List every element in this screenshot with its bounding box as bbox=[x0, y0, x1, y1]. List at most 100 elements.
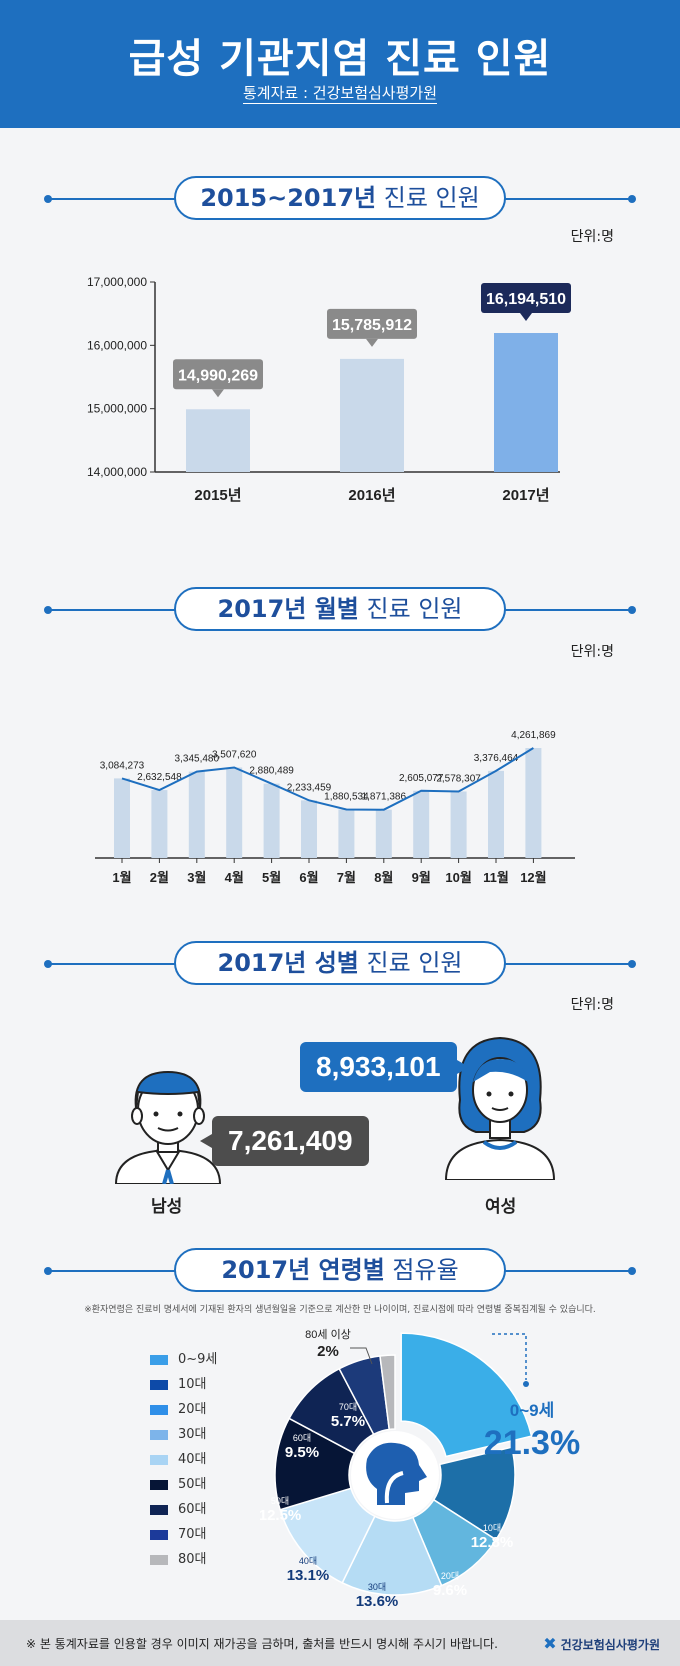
section-title-gender: 2017년 성별 진료 인원 bbox=[174, 941, 506, 985]
slice-value: 12.8% bbox=[471, 1534, 514, 1551]
footer: ※ 본 통계자료를 인용할 경우 이미지 재가공을 금하며, 출처를 반드시 명… bbox=[0, 1620, 680, 1666]
y-tick-label: 17,000,000 bbox=[87, 275, 147, 289]
bar bbox=[114, 778, 130, 858]
yearly-bar-chart: 14,000,000 15,000,000 16,000,000 17,000,000… bbox=[87, 275, 571, 504]
airway-icon bbox=[384, 1471, 404, 1504]
legend-entry: 80대 bbox=[150, 1548, 207, 1567]
value-label-bg bbox=[327, 308, 417, 339]
slice-label: 40대 bbox=[299, 1556, 317, 1566]
legend-label: 80대 bbox=[178, 1552, 207, 1567]
pie-slice bbox=[379, 1354, 396, 1431]
footer-note: ※ 본 통계자료를 인용할 경우 이미지 재가공을 금하며, 출처를 반드시 명… bbox=[26, 1637, 498, 1651]
legend-swatch bbox=[150, 1354, 168, 1365]
legend-entry: 20대 bbox=[150, 1398, 207, 1417]
data-label: 2,578,307 bbox=[436, 773, 481, 784]
x-tick-label: 8월 bbox=[374, 870, 393, 885]
x-tick-label: 2월 bbox=[150, 870, 169, 885]
x-tick-label: 2016년 bbox=[348, 487, 395, 504]
y-tick-label: 15,000,000 bbox=[87, 402, 147, 416]
bar bbox=[186, 409, 250, 472]
data-label: 2,880,489 bbox=[249, 766, 294, 777]
bar bbox=[494, 333, 558, 472]
male-count-badge: 7,261,409 bbox=[200, 1116, 369, 1166]
pie-slice bbox=[341, 1515, 443, 1596]
legend-entry: 10대 bbox=[150, 1373, 207, 1392]
legend-label: 50대 bbox=[178, 1477, 207, 1492]
slice-label: 30대 bbox=[368, 1582, 386, 1592]
monthly-bar-chart: 1월 3,084,273 2월 2,632,548 3월 3,345,480 4월 3,507… bbox=[95, 730, 575, 885]
header: 급성 기관지염 진료 인원 통계자료 : 건강보험심사평가원 bbox=[0, 0, 680, 128]
legend-swatch bbox=[150, 1504, 168, 1515]
male-avatar-icon bbox=[114, 1070, 222, 1184]
x-tick-label: 1월 bbox=[112, 870, 131, 885]
data-label: 3,084,273 bbox=[100, 760, 145, 771]
legend-swatch bbox=[150, 1404, 168, 1415]
slice-value: 13.6% bbox=[356, 1593, 399, 1610]
x-tick-label: 2015년 bbox=[194, 487, 241, 504]
x-tick-label: 11월 bbox=[483, 870, 509, 885]
data-label: 3,345,480 bbox=[175, 754, 220, 765]
data-label: 14,990,269 bbox=[178, 367, 258, 384]
slice-label: 80세 이상 bbox=[305, 1328, 351, 1341]
x-tick-label: 10월 bbox=[445, 870, 471, 885]
data-label: 3,376,464 bbox=[474, 753, 519, 764]
male-label: 남성 bbox=[151, 1197, 183, 1217]
bar bbox=[338, 809, 355, 858]
unit-label: 단위:명 bbox=[570, 644, 614, 660]
data-label: 4,261,869 bbox=[511, 730, 556, 741]
page-title: 급성 기관지염 진료 인원 bbox=[128, 36, 552, 82]
bar bbox=[413, 790, 430, 858]
bar bbox=[488, 770, 504, 858]
x-tick-label: 5월 bbox=[262, 870, 281, 885]
x-tick-label: 6월 bbox=[299, 870, 318, 885]
slice-value: 9.5% bbox=[285, 1444, 319, 1461]
legend-label: 70대 bbox=[178, 1527, 207, 1542]
leader-dot bbox=[523, 1381, 529, 1387]
legend-swatch bbox=[150, 1554, 168, 1565]
legend-entry: 50대 bbox=[150, 1473, 207, 1492]
value-label-bg bbox=[173, 359, 263, 390]
legend-entry: 40대 bbox=[150, 1448, 207, 1467]
value-label-bg bbox=[481, 283, 571, 314]
bar bbox=[375, 809, 392, 858]
slice-value: 12.5% bbox=[260, 1507, 301, 1524]
section-title-monthly: 2017년 월별 진료 인원 bbox=[174, 587, 506, 631]
bar bbox=[226, 767, 243, 858]
data-label: 16,194,510 bbox=[486, 291, 566, 308]
legend-swatch bbox=[150, 1379, 168, 1390]
legend-swatch bbox=[150, 1454, 168, 1465]
female-avatar-icon bbox=[444, 1036, 556, 1180]
x-tick-label: 7월 bbox=[337, 870, 356, 885]
data-label: 2,233,459 bbox=[287, 782, 332, 793]
data-label: 1,871,386 bbox=[362, 792, 407, 803]
slice-value: 9.6% bbox=[433, 1582, 467, 1599]
female-label: 여성 bbox=[485, 1197, 517, 1217]
slice-value: 2% bbox=[317, 1343, 339, 1360]
series-line bbox=[121, 747, 534, 811]
legend-label: 10대 bbox=[178, 1377, 207, 1392]
slice-label: 60대 bbox=[293, 1433, 311, 1443]
slice-label: 10대 bbox=[483, 1523, 501, 1533]
bar bbox=[151, 790, 168, 858]
slice-label: 20대 bbox=[441, 1571, 459, 1581]
section-title-age: 2017년 연령별 점유율 bbox=[174, 1248, 506, 1292]
leader-line bbox=[350, 1347, 373, 1365]
data-label: 2,605,077 bbox=[399, 773, 444, 784]
age-footnote: ※환자연령은 진료비 명세서에 기재된 환자의 생년월일을 기준으로 계산한 만… bbox=[84, 1305, 596, 1315]
female-count-badge: 8,933,101 bbox=[300, 1042, 469, 1092]
legend-entry: 0~9세 bbox=[150, 1348, 218, 1367]
value-label-pointer bbox=[366, 338, 378, 347]
legend-label: 0~9세 bbox=[178, 1352, 218, 1367]
y-tick-label: 16,000,000 bbox=[87, 338, 147, 352]
footer-logo: ✖ 건강보험심사평가원 bbox=[543, 1634, 660, 1653]
legend-label: 60대 bbox=[178, 1502, 207, 1517]
bar bbox=[525, 748, 542, 858]
legend-swatch bbox=[150, 1479, 168, 1490]
legend-label: 20대 bbox=[178, 1402, 207, 1417]
y-tick-label: 14,000,000 bbox=[87, 465, 147, 479]
data-label: 2,632,548 bbox=[137, 772, 182, 783]
legend-swatch bbox=[150, 1429, 168, 1440]
source-note: 통계자료 : 건강보험심사평가원 bbox=[243, 84, 437, 104]
x-tick-label: 12월 bbox=[520, 870, 546, 885]
x-tick-label: 4월 bbox=[225, 870, 244, 885]
